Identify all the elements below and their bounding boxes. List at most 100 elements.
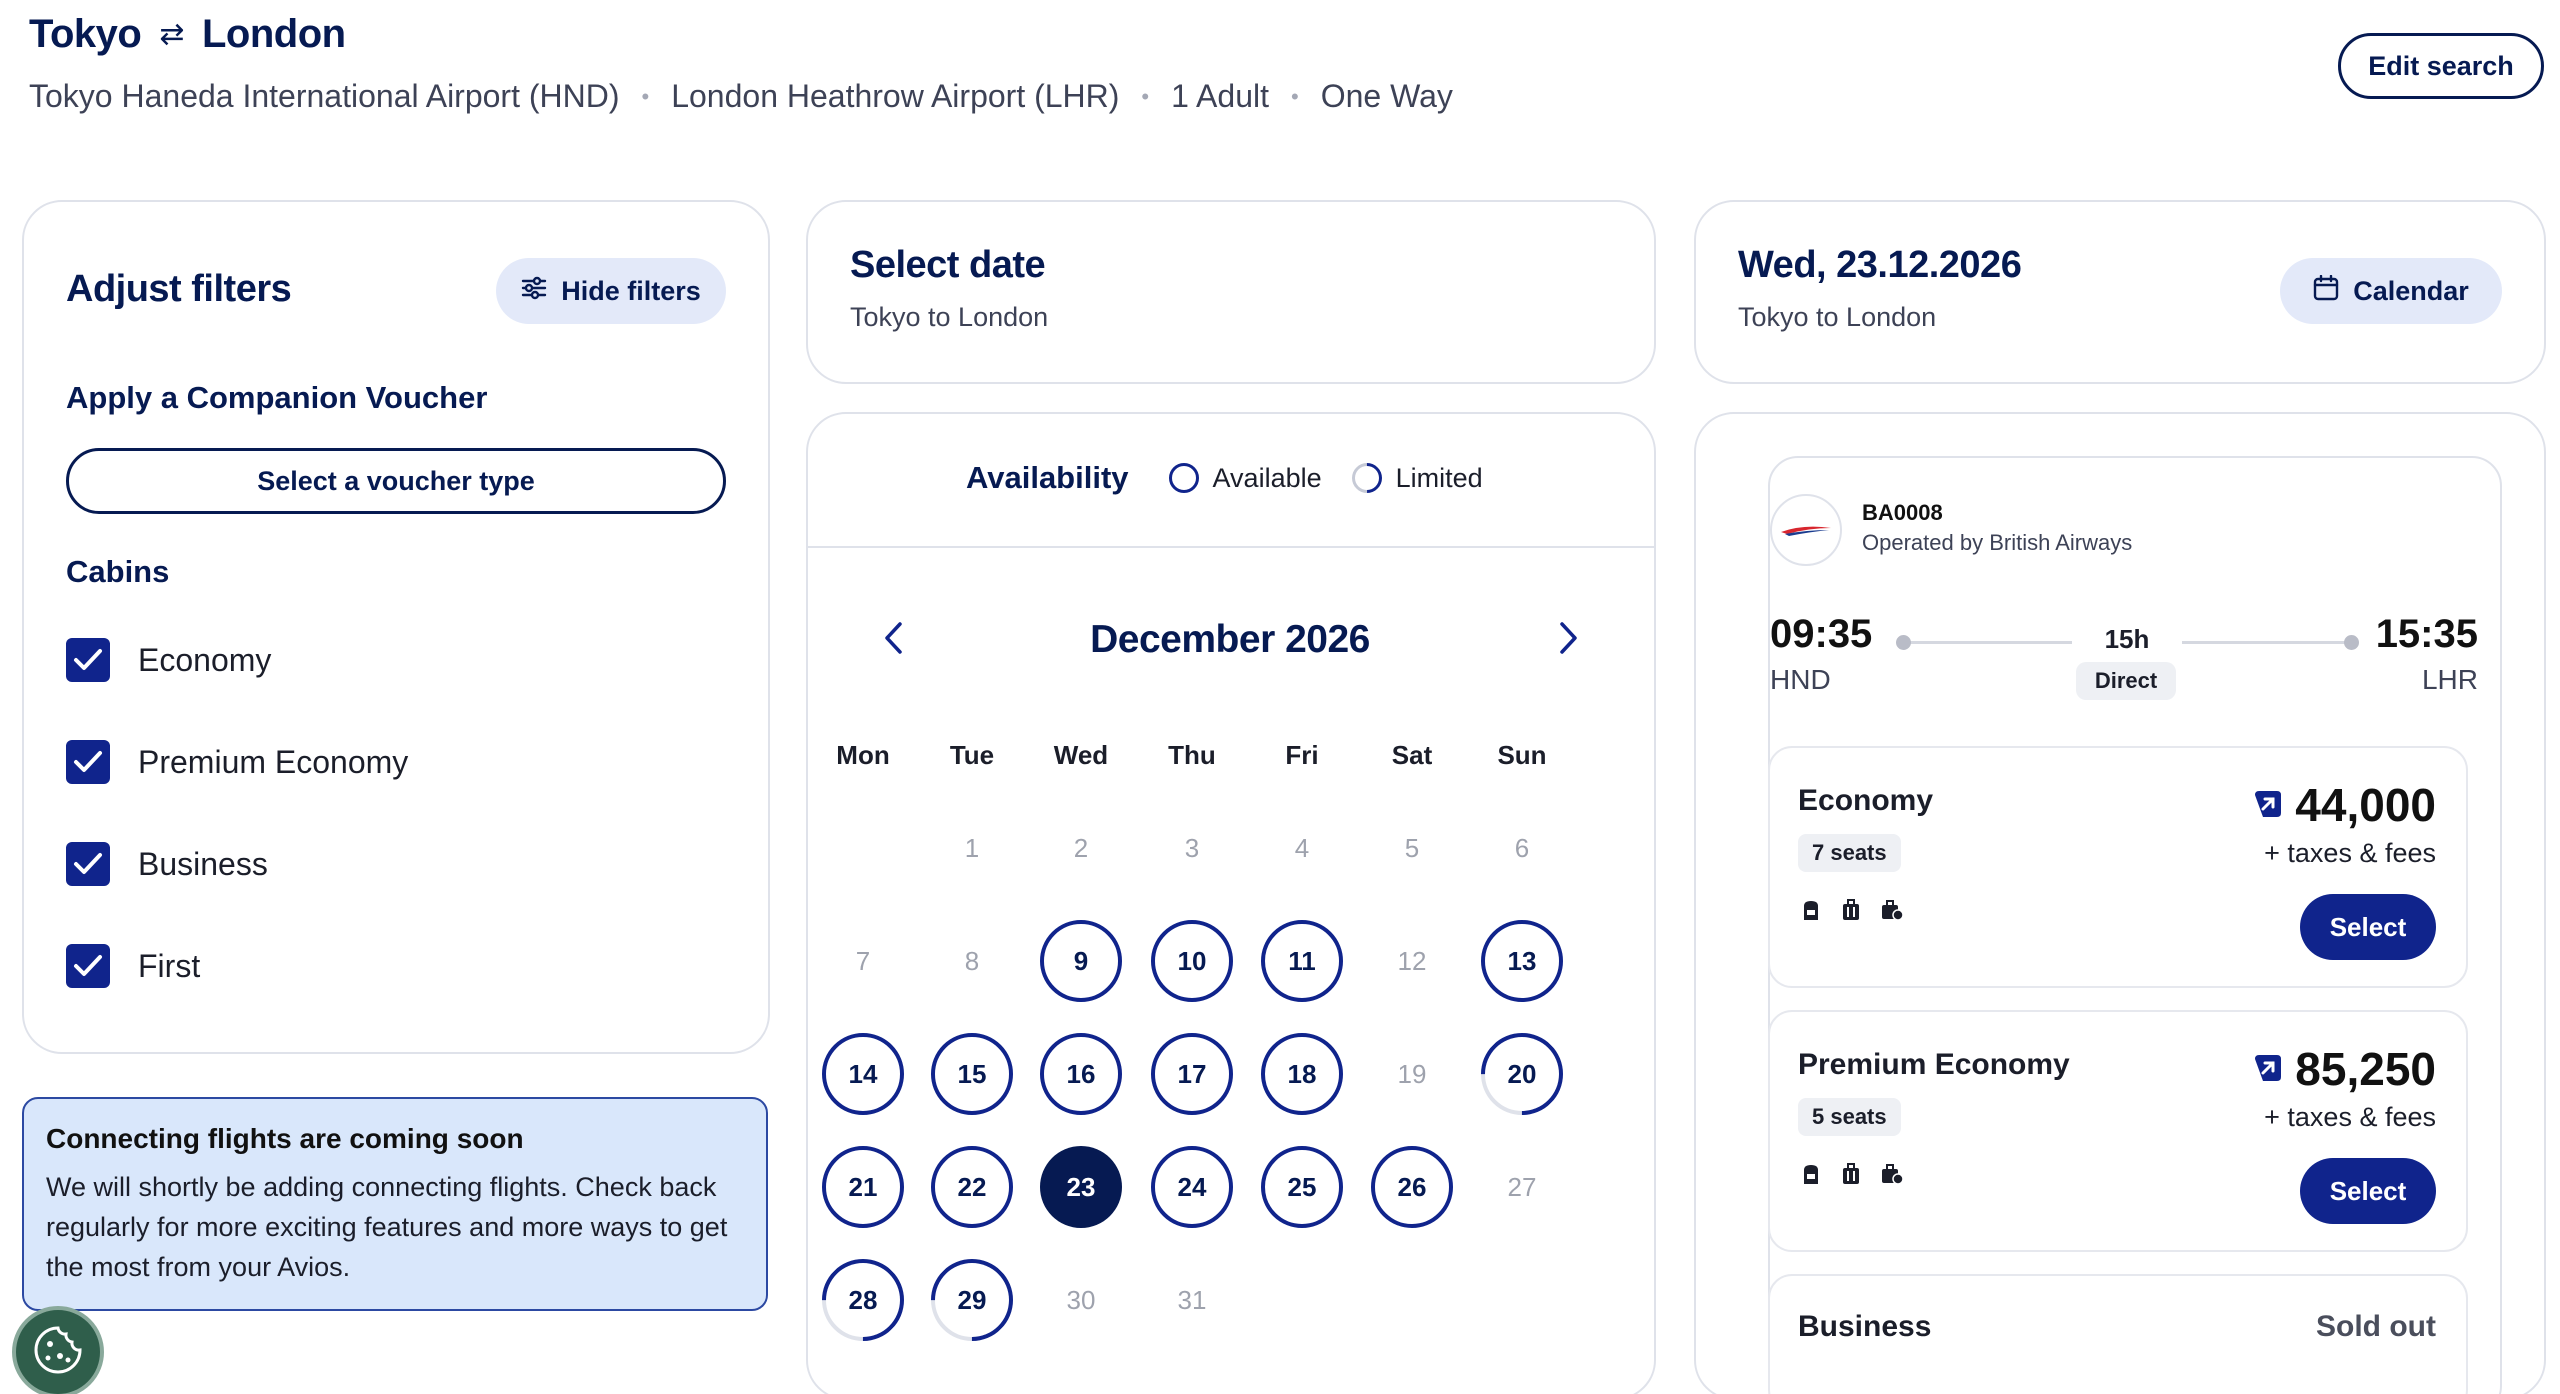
- calendar-day-number: 4: [1294, 832, 1310, 863]
- cabin-option-business: Business Sold out: [1768, 1274, 2468, 1394]
- divider: [806, 546, 1654, 548]
- calendar-day: 4: [1261, 807, 1343, 889]
- cabin-filter-label: First: [138, 947, 201, 984]
- route-end-dot: [2344, 635, 2359, 650]
- weekday-header: Mon: [836, 740, 890, 770]
- calendar-day-number: 17: [1177, 1058, 1207, 1089]
- cookie-settings-button[interactable]: [12, 1306, 104, 1394]
- seats-badge: 7 seats: [1798, 834, 1901, 872]
- select-economy-button[interactable]: Select: [2300, 894, 2436, 960]
- calendar-day[interactable]: 20: [1481, 1033, 1563, 1115]
- select-voucher-button[interactable]: Select a voucher type: [66, 448, 726, 514]
- selected-date-subtitle: Tokyo to London: [1738, 302, 1937, 332]
- calendar-day[interactable]: 28: [822, 1259, 904, 1341]
- hide-filters-button[interactable]: Hide filters: [496, 258, 726, 324]
- calendar-day[interactable]: 16: [1040, 1033, 1122, 1115]
- hide-filters-label: Hide filters: [561, 275, 701, 306]
- stops-badge: Direct: [2076, 662, 2176, 700]
- arrival-code: LHR: [2421, 664, 2478, 695]
- checkbox-checked-icon[interactable]: [66, 842, 110, 886]
- flight-operator: Operated by British Airways: [1862, 530, 2133, 555]
- calendar-day-number: 19: [1397, 1058, 1427, 1089]
- calendar-day: 8: [931, 920, 1013, 1002]
- weekday-header: Sun: [1497, 740, 1547, 770]
- calendar-day[interactable]: 17: [1151, 1033, 1233, 1115]
- taxes-note: + taxes & fees: [2264, 838, 2436, 868]
- calendar-day[interactable]: 15: [931, 1033, 1013, 1115]
- calendar-day-number: 21: [848, 1171, 878, 1202]
- baggage-icons: [1800, 898, 1904, 927]
- separator-dot: •: [641, 83, 650, 109]
- calendar-day[interactable]: 24: [1151, 1146, 1233, 1228]
- cabin-option-premium-economy: Premium Economy 5 seats 85,250 + taxes &…: [1768, 1010, 2468, 1252]
- calendar-day-number: 8: [964, 945, 980, 976]
- checkbox-checked-icon[interactable]: [66, 638, 110, 682]
- calendar-day-number: 23: [1066, 1171, 1096, 1202]
- calendar-day-number: 14: [848, 1058, 878, 1089]
- select-date-subtitle: Tokyo to London: [850, 302, 1049, 332]
- departure-time: 09:35: [1770, 612, 1873, 656]
- cabin-filter-premium-economy[interactable]: Premium Economy: [66, 740, 408, 784]
- cabin-name: Economy: [1798, 784, 1934, 817]
- suitcase-icon: [1840, 1162, 1862, 1191]
- calendar-button[interactable]: Calendar: [2280, 258, 2502, 324]
- cabin-filter-label: Premium Economy: [138, 743, 409, 780]
- edit-search-button[interactable]: Edit search: [2338, 33, 2544, 99]
- baggage-icons: [1800, 1162, 1904, 1191]
- calendar-day[interactable]: 29: [931, 1259, 1013, 1341]
- calendar-day[interactable]: 11: [1261, 920, 1343, 1002]
- avios-icon: [2251, 778, 2285, 832]
- checked-bag-icon: [1880, 898, 1904, 927]
- flight-duration: 15h: [2072, 624, 2182, 655]
- calendar-day[interactable]: 14: [822, 1033, 904, 1115]
- price-value: 44,000: [2295, 779, 2436, 831]
- voucher-title: Apply a Companion Voucher: [66, 380, 488, 415]
- calendar-day-selected[interactable]: 23: [1040, 1146, 1122, 1228]
- available-ring-icon: [1168, 463, 1199, 493]
- calendar-day-number: 27: [1507, 1171, 1537, 1202]
- trip-type: One Way: [1320, 78, 1453, 114]
- selected-date-title: Wed, 23.12.2026: [1738, 244, 2022, 286]
- calendar-day-number: 10: [1177, 945, 1207, 976]
- cabin-filter-first[interactable]: First: [66, 944, 200, 988]
- weekday-header: Thu: [1168, 740, 1216, 770]
- select-premium-economy-button[interactable]: Select: [2300, 1158, 2436, 1224]
- checkbox-checked-icon[interactable]: [66, 740, 110, 784]
- calendar-day[interactable]: 21: [822, 1146, 904, 1228]
- next-month-button[interactable]: [1558, 620, 1580, 665]
- separator-dot: •: [1290, 83, 1299, 109]
- calendar-day: 5: [1371, 807, 1453, 889]
- weekday-header: Sat: [1391, 740, 1433, 770]
- calendar-day[interactable]: 25: [1261, 1146, 1343, 1228]
- departure-code: HND: [1770, 664, 1831, 695]
- connecting-flights-notice: Connecting flights are coming soon We wi…: [22, 1097, 768, 1311]
- calendar-panel: [806, 412, 1656, 1394]
- avios-price: 44,000: [2251, 778, 2436, 832]
- destination-city: London: [201, 12, 346, 56]
- cookie-icon: [30, 1322, 86, 1383]
- calendar-day[interactable]: 22: [931, 1146, 1013, 1228]
- calendar-day-number: 22: [957, 1171, 987, 1202]
- calendar-day[interactable]: 26: [1371, 1146, 1453, 1228]
- checkbox-checked-icon[interactable]: [66, 944, 110, 988]
- calendar-day-number: 31: [1177, 1284, 1207, 1315]
- avios-icon: [2251, 1042, 2285, 1096]
- calendar-day-number: 24: [1177, 1171, 1207, 1202]
- flight-number: BA0008: [1862, 500, 1943, 525]
- calendar-day-number: 5: [1404, 832, 1420, 863]
- calendar-day[interactable]: 18: [1261, 1033, 1343, 1115]
- calendar-day-number: 12: [1397, 945, 1427, 976]
- calendar-day-number: 26: [1397, 1171, 1427, 1202]
- calendar-day[interactable]: 9: [1040, 920, 1122, 1002]
- avios-price: 85,250: [2251, 1042, 2436, 1096]
- calendar-day: 27: [1481, 1146, 1563, 1228]
- calendar-day[interactable]: 13: [1481, 920, 1563, 1002]
- previous-month-button[interactable]: [882, 620, 904, 665]
- calendar-day[interactable]: 10: [1151, 920, 1233, 1002]
- seats-badge: 5 seats: [1798, 1098, 1901, 1136]
- calendar-day-number: 3: [1184, 832, 1200, 863]
- cabins-title: Cabins: [66, 554, 170, 589]
- cabin-filter-business[interactable]: Business: [66, 842, 268, 886]
- calendar-day: 12: [1371, 920, 1453, 1002]
- cabin-filter-economy[interactable]: Economy: [66, 638, 271, 682]
